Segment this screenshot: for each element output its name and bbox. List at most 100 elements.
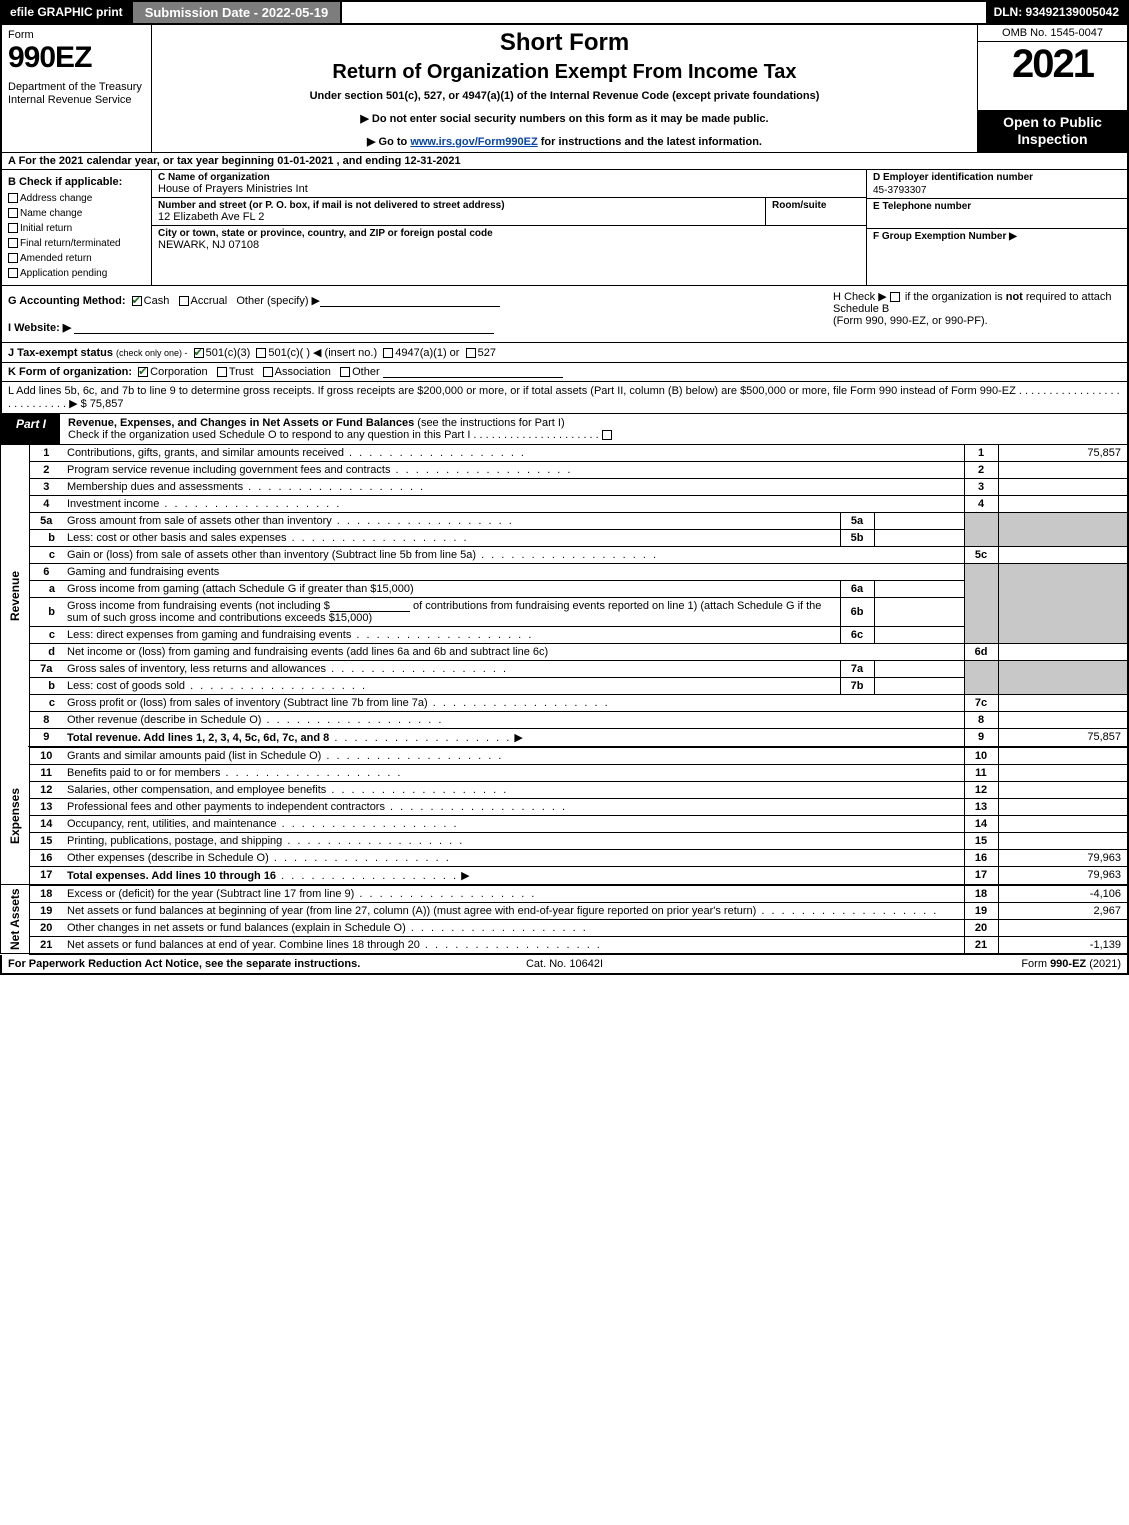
other-org-label: Other [352,366,380,378]
form-word: Form [8,29,145,41]
line-14: 14 Occupancy, rent, utilities, and maint… [1,815,1128,832]
group-exemption-cell: F Group Exemption Number ▶ [867,229,1127,285]
cb-initial-return[interactable]: Initial return [8,221,145,236]
l14-desc: Occupancy, rent, utilities, and maintena… [67,818,277,830]
footer-right-bold: 990-EZ [1050,958,1086,970]
cb-association[interactable] [263,367,273,377]
l5a-in: 5a [840,512,874,529]
l7b-in: 7b [840,677,874,694]
cb-application-pending[interactable]: Application pending [8,266,145,281]
cb-4947a1[interactable] [383,348,393,358]
row-j: J Tax-exempt status (check only one) - 5… [0,342,1129,362]
row-l: L Add lines 5b, 6c, and 7b to line 9 to … [0,381,1129,414]
l10-rnum: 10 [964,747,998,765]
cb-cash[interactable] [132,296,142,306]
line-7a: 7a Gross sales of inventory, less return… [1,660,1128,677]
k-label: K Form of organization: [8,366,132,378]
line-2: 2 Program service revenue including gove… [1,461,1128,478]
footer-right: Form 990-EZ (2021) [750,958,1121,970]
shade-7ab [964,660,998,694]
room-label: Room/suite [772,200,860,211]
col-def: D Employer identification number 45-3793… [867,170,1127,285]
line-7c: c Gross profit or (loss) from sales of i… [1,694,1128,711]
cb-final-return[interactable]: Final return/terminated [8,236,145,251]
l10-desc: Grants and similar amounts paid (list in… [67,750,321,762]
header-right: OMB No. 1545-0047 2021 Open to Public In… [977,25,1127,152]
l9-desc: Total revenue. Add lines 1, 2, 3, 4, 5c,… [67,732,329,744]
line-20: 20 Other changes in net assets or fund b… [1,919,1128,936]
cb-initial-return-label: Initial return [20,223,72,234]
row-gh: G Accounting Method: Cash Accrual Other … [0,286,1129,342]
cb-amended-return[interactable]: Amended return [8,251,145,266]
other-specify-input[interactable] [320,295,500,307]
street-label: Number and street (or P. O. box, if mail… [158,200,759,211]
cb-other-org[interactable] [340,367,350,377]
501c3-label: 501(c)(3) [206,347,251,359]
cb-corporation[interactable] [138,367,148,377]
accrual-label: Accrual [191,295,228,307]
cb-501c3[interactable] [194,348,204,358]
website-input[interactable] [74,322,494,334]
l11-num: 11 [29,764,63,781]
l21-desc: Net assets or fund balances at end of ye… [67,939,420,951]
l5b-num: b [29,529,63,546]
line-1: Revenue 1 Contributions, gifts, grants, … [1,445,1128,462]
i-label: I Website: ▶ [8,322,71,334]
l1-desc: Contributions, gifts, grants, and simila… [67,447,344,459]
l7b-in-val [874,677,964,694]
cb-name-change[interactable]: Name change [8,206,145,221]
row-a-tax-year: A For the 2021 calendar year, or tax yea… [0,153,1129,170]
l7a-desc: Gross sales of inventory, less returns a… [67,663,326,675]
note2-pre: ▶ Go to [367,136,410,148]
l3-rnum: 3 [964,478,998,495]
cb-schedule-o-part1[interactable] [602,430,612,440]
l10-num: 10 [29,747,63,765]
irs-link[interactable]: www.irs.gov/Form990EZ [410,136,537,148]
l20-desc: Other changes in net assets or fund bala… [67,922,406,934]
l5b-desc: Less: cost or other basis and sales expe… [67,532,287,544]
l14-rnum: 14 [964,815,998,832]
l6b-num: b [29,597,63,626]
cb-address-change-label: Address change [20,193,92,204]
l1-num: 1 [29,445,63,462]
cb-trust[interactable] [217,367,227,377]
cb-address-change[interactable]: Address change [8,191,145,206]
l15-rnum: 15 [964,832,998,849]
l20-num: 20 [29,919,63,936]
topbar-spacer [342,2,985,23]
address-row: Number and street (or P. O. box, if mail… [152,198,866,226]
cb-schedule-b-not-required[interactable] [890,292,900,302]
l14-amt [998,815,1128,832]
l21-rnum: 21 [964,936,998,954]
shade-5ab-amt [998,512,1128,546]
cb-accrual[interactable] [179,296,189,306]
cb-501c[interactable] [256,348,266,358]
j-label: J Tax-exempt status [8,347,113,359]
ein-cell: D Employer identification number 45-3793… [867,170,1127,199]
telephone-label: E Telephone number [873,201,1121,212]
part-1-tab: Part I [2,414,60,444]
l6b-contrib-input[interactable] [330,600,410,612]
l20-amt [998,919,1128,936]
footer-right-post: (2021) [1086,958,1121,970]
corporation-label: Corporation [150,366,207,378]
l13-desc: Professional fees and other payments to … [67,801,385,813]
efile-label[interactable]: efile GRAPHIC print [2,2,131,23]
l3-desc: Membership dues and assessments [67,481,243,493]
other-org-input[interactable] [383,366,563,378]
line-11: 11 Benefits paid to or for members 11 [1,764,1128,781]
cb-527[interactable] [466,348,476,358]
l6d-num: d [29,643,63,660]
line-5a: 5a Gross amount from sale of assets othe… [1,512,1128,529]
l6-num: 6 [29,563,63,580]
page-footer: For Paperwork Reduction Act Notice, see … [0,955,1129,975]
ein-value: 45-3793307 [873,183,1121,196]
4947a1-label: 4947(a)(1) or [395,347,459,359]
part-1-header: Part I Revenue, Expenses, and Changes in… [0,414,1129,445]
l15-num: 15 [29,832,63,849]
ssn-warning: ▶ Do not enter social security numbers o… [160,112,969,125]
tax-year: 2021 [978,42,1127,110]
shade-6abc [964,563,998,643]
footer-center: Cat. No. 10642I [379,958,750,970]
instructions-link-row: ▶ Go to www.irs.gov/Form990EZ for instru… [160,135,969,148]
